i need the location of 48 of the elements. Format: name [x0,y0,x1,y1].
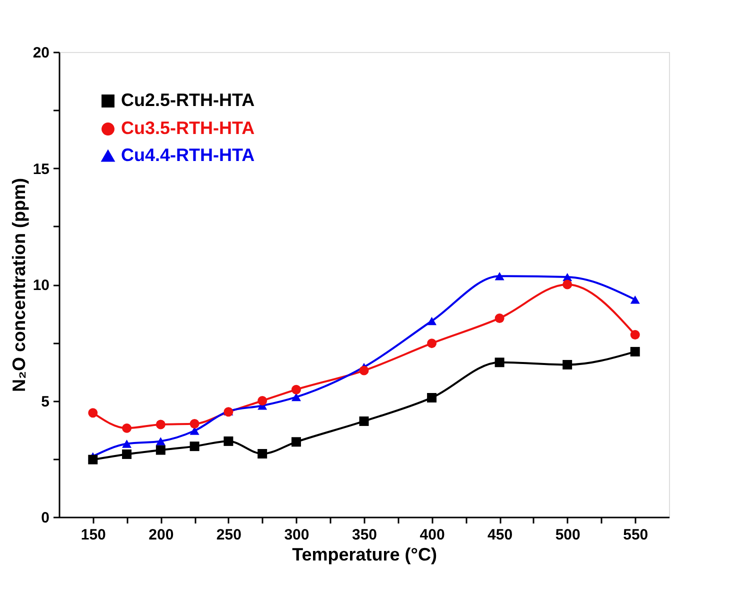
y-tick-label: 20 [32,44,50,62]
point [122,423,132,433]
point [630,330,640,340]
x-tick-label: 500 [555,526,580,544]
x-axis-title: Temperature (°C) [292,544,437,564]
legend-label: Cu3.5-RTH-HTA [121,118,255,138]
point [224,436,234,446]
point [359,416,369,426]
point [156,420,166,430]
point [258,396,268,406]
x-tick-label: 150 [80,526,106,544]
point [122,440,132,448]
point [156,437,166,446]
y-axis-title: N₂O concentration (ppm) [8,178,29,392]
x-tick-label: 250 [216,526,242,544]
point [291,437,301,447]
x-tick-label: 300 [284,526,310,544]
x-tick-label: 200 [148,526,174,544]
point [494,313,504,323]
point [427,338,437,348]
point [258,449,268,459]
point [359,366,369,376]
point [122,449,132,459]
point [291,384,301,394]
y-tick-label: 5 [41,393,50,410]
point [630,296,640,304]
x-tick-label: 350 [352,526,378,544]
point [494,272,504,280]
point [562,360,572,370]
point [494,358,504,368]
point [427,316,437,326]
point [427,392,437,402]
point [190,426,200,435]
x-tick-label: 550 [623,526,648,544]
point [291,392,301,402]
x-tick-label: 450 [488,526,513,544]
y-tick-label: 10 [32,277,50,294]
y-tick-label: 0 [41,510,50,526]
point [156,445,166,455]
point [562,280,572,290]
point [630,346,640,356]
point [190,442,200,452]
point [190,419,200,428]
legend-label: Cu2.5-RTH-HTA [121,90,255,110]
point [88,408,98,418]
x-tick-label: 400 [420,526,445,544]
legend-label: Cu4.4-RTH-HTA [121,145,255,165]
y-tick-label: 15 [32,160,50,178]
